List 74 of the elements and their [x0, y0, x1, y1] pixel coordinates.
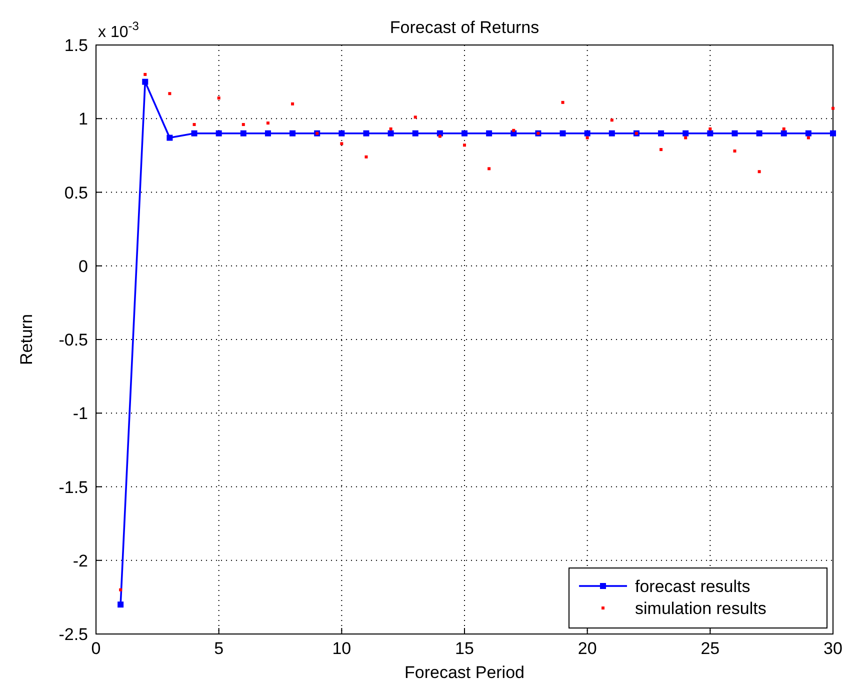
point	[266, 122, 270, 125]
y-tick-label: 1.5	[64, 36, 88, 55]
point	[119, 588, 122, 592]
point	[414, 116, 417, 119]
point	[438, 134, 442, 138]
point	[168, 92, 172, 96]
text: x 10$^{-3}$	[98, 19, 140, 41]
x-tick-label: 15	[455, 639, 474, 658]
point	[684, 136, 688, 140]
point	[340, 142, 344, 146]
point	[217, 96, 220, 100]
point	[363, 130, 370, 136]
x-tick-label: 10	[332, 639, 352, 658]
point	[291, 102, 294, 106]
point	[707, 130, 714, 136]
point	[264, 130, 271, 136]
point	[118, 602, 124, 608]
x-tick-label: 5	[214, 639, 224, 658]
legend-label: forecast results	[635, 577, 750, 596]
point	[166, 134, 173, 141]
point	[463, 144, 466, 147]
point	[780, 130, 787, 136]
point	[142, 78, 148, 85]
point	[364, 155, 368, 158]
y-tick-label: -0.5	[58, 330, 88, 350]
point	[832, 106, 834, 110]
point	[191, 130, 198, 136]
point	[733, 150, 736, 153]
x-tick-label: 20	[578, 639, 597, 658]
point	[758, 170, 761, 174]
point	[805, 130, 812, 136]
point	[658, 130, 664, 136]
point	[806, 136, 810, 140]
point	[512, 128, 516, 132]
point	[192, 123, 196, 126]
point	[561, 100, 564, 104]
y-tick-label: -1.5	[58, 478, 88, 497]
x-tick-label: 0	[91, 639, 101, 658]
point	[242, 123, 245, 126]
point	[660, 148, 663, 152]
legend-label: simulation results	[635, 599, 766, 618]
point	[756, 130, 762, 136]
point	[560, 130, 566, 136]
point	[338, 130, 345, 136]
point	[388, 130, 394, 136]
y-tick-label: -1	[72, 404, 88, 424]
chart-title: Forecast of Returns	[390, 18, 540, 37]
point	[488, 167, 491, 170]
point	[389, 127, 392, 130]
y-tick-label: 0	[78, 256, 88, 276]
point	[290, 130, 296, 136]
point	[412, 130, 418, 136]
y-tick-label: 0.5	[64, 183, 88, 202]
point	[216, 130, 222, 136]
point	[584, 130, 590, 136]
point	[732, 130, 738, 136]
point	[462, 130, 468, 136]
point	[486, 130, 492, 136]
point	[610, 118, 614, 122]
y-tick-label: -2	[72, 551, 88, 570]
y-tick-label: -2.5	[58, 625, 88, 644]
point	[586, 136, 589, 140]
point	[682, 130, 689, 136]
point	[830, 130, 836, 136]
point	[240, 130, 246, 136]
x-tick-label: 30	[824, 639, 842, 658]
point	[144, 72, 147, 76]
y-axis-title: Return	[17, 314, 36, 366]
x-axis-title: Forecast Period	[404, 663, 524, 682]
x-tick-label: 25	[700, 639, 720, 658]
point	[708, 127, 712, 130]
point	[782, 127, 786, 130]
y-tick-label: 1	[78, 110, 88, 129]
point	[608, 130, 615, 136]
